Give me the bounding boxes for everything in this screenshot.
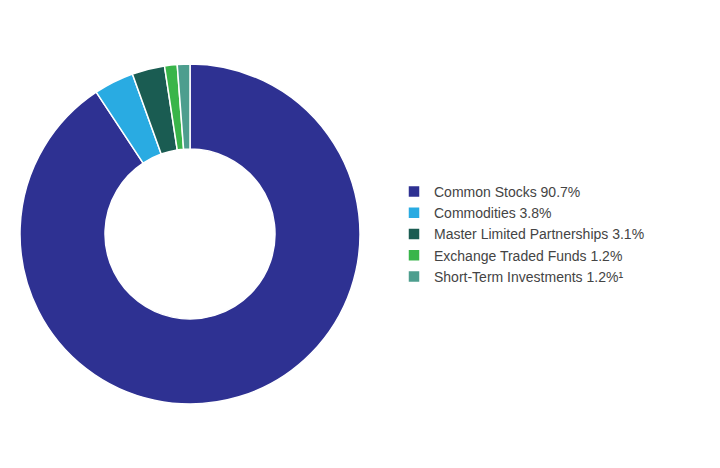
svg-text:Commodities 3.8%: Commodities 3.8% [434,205,552,221]
svg-text:Common Stocks 90.7%: Common Stocks 90.7% [434,184,580,200]
svg-text:Short-Term Investments 1.2%¹: Short-Term Investments 1.2%¹ [434,269,623,285]
svg-text:Master Limited Partnerships 3.: Master Limited Partnerships 3.1% [434,226,644,242]
svg-text:Exchange Traded Funds 1.2%: Exchange Traded Funds 1.2% [434,248,622,264]
